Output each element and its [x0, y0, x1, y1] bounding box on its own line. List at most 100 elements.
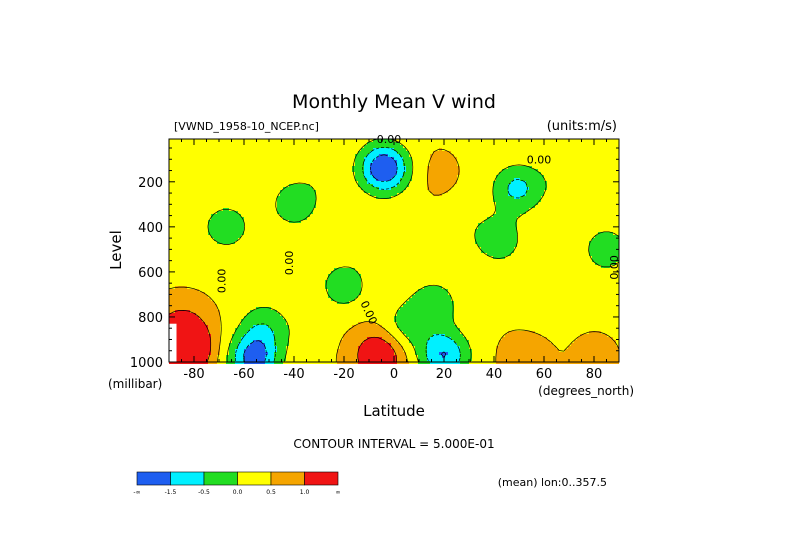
field-cell	[235, 355, 244, 358]
field-cell	[169, 253, 487, 256]
field-cell	[430, 190, 448, 193]
field-cell	[361, 289, 418, 292]
field-cell	[232, 334, 244, 337]
field-cell	[211, 235, 241, 238]
field-cell	[610, 265, 619, 268]
field-cell	[532, 166, 619, 169]
field-cell	[220, 325, 238, 328]
field-cell	[544, 193, 619, 196]
field-cell	[448, 190, 493, 193]
field-cell	[169, 319, 202, 322]
field-cell	[427, 355, 442, 358]
field-cell	[169, 310, 175, 313]
field-cell	[331, 298, 355, 301]
field-cell	[508, 187, 529, 190]
field-cell	[208, 331, 220, 334]
field-cell	[289, 331, 346, 334]
field-cell	[307, 217, 487, 220]
field-cell	[526, 190, 544, 193]
field-cell	[355, 163, 364, 166]
field-cell	[169, 229, 208, 232]
field-cell	[514, 247, 589, 250]
field-cell	[280, 214, 310, 217]
field-cell	[496, 202, 538, 205]
field-cell	[394, 148, 406, 151]
field-cell	[460, 166, 508, 169]
field-cell	[559, 349, 565, 352]
field-cell	[175, 286, 187, 289]
field-cell	[508, 331, 535, 334]
field-cell	[577, 337, 613, 340]
field-cell	[406, 187, 427, 190]
field-cell	[169, 307, 217, 310]
field-cell	[277, 196, 316, 199]
field-cell	[493, 199, 541, 202]
field-cell	[373, 160, 397, 163]
field-cell	[169, 223, 208, 226]
field-cell	[328, 274, 361, 277]
field-cell	[547, 181, 619, 184]
field-cell	[397, 313, 454, 316]
field-cell	[409, 184, 427, 187]
legend-label: 1.0	[300, 489, 310, 496]
field-cell	[313, 211, 496, 214]
field-cell	[496, 352, 619, 355]
field-cell	[316, 199, 493, 202]
field-cell	[556, 346, 568, 349]
field-cell	[340, 343, 361, 346]
field-cell	[352, 169, 364, 172]
field-cell	[277, 211, 313, 214]
field-cell	[235, 352, 244, 355]
field-cell	[406, 334, 433, 337]
field-cell	[355, 268, 619, 271]
field-cell	[394, 157, 403, 160]
contour-value-label: 0.00	[283, 251, 296, 276]
contour-value-label: 0.00	[527, 153, 552, 166]
field-cell	[520, 178, 544, 181]
field-cell	[337, 301, 349, 304]
field-cell	[403, 346, 415, 349]
field-cell	[187, 286, 325, 289]
field-cell	[373, 148, 394, 151]
field-cell	[394, 319, 454, 322]
field-cell	[487, 253, 511, 256]
field-cell	[403, 163, 412, 166]
field-cell	[472, 352, 496, 355]
field-cell	[364, 145, 403, 148]
field-cell	[205, 292, 328, 295]
field-cell	[412, 166, 427, 169]
field-cell	[277, 205, 316, 208]
axis-ticks	[168, 139, 620, 363]
x-tick-label: -40	[283, 367, 304, 382]
field-cell	[496, 211, 526, 214]
field-cell	[220, 313, 247, 316]
x-axis-title: Latitude	[363, 402, 425, 420]
field-cell	[232, 337, 241, 340]
field-cell	[400, 154, 409, 157]
field-cell	[493, 184, 508, 187]
field-cell	[397, 160, 403, 163]
field-cell	[514, 250, 589, 253]
field-cell	[361, 280, 619, 283]
field-cell	[283, 217, 307, 220]
field-cell	[373, 139, 394, 142]
contour-line	[234, 146, 528, 363]
contour-value-label: 0.00	[216, 269, 229, 294]
field-cell	[169, 346, 211, 349]
field-cell	[235, 331, 247, 334]
field-cell	[394, 337, 409, 340]
field-cell	[574, 340, 616, 343]
field-cell	[274, 337, 289, 340]
field-cell	[226, 358, 235, 361]
field-cell	[406, 352, 415, 355]
field-cell	[169, 244, 478, 247]
field-cell	[592, 259, 619, 262]
field-cell	[472, 349, 496, 352]
field-cell	[475, 235, 517, 238]
field-cell	[403, 175, 412, 178]
field-cell	[373, 184, 397, 187]
field-cell	[376, 178, 391, 181]
field-cell	[424, 286, 442, 289]
field-cell	[241, 235, 475, 238]
